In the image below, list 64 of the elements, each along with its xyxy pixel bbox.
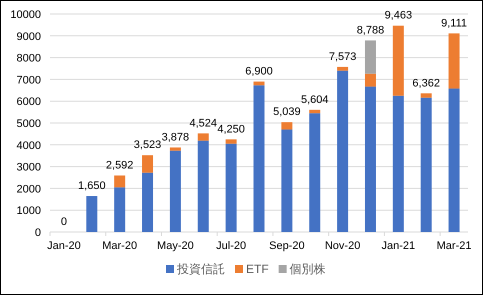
y-tick-label: 3000 [16,162,41,174]
bar [364,74,376,87]
legend-label: 投資信託 [176,262,225,276]
legend-label: ETF [246,262,269,276]
bar [170,147,181,151]
total-label: 5,039 [273,106,301,118]
bar [86,196,98,232]
x-tick-label: Jul-20 [216,240,246,252]
bar [254,85,264,232]
bar [420,98,432,232]
bar [364,40,376,74]
total-label: 6,362 [412,77,440,90]
y-tick-label: 10000 [10,9,41,21]
bar [142,172,154,232]
total-label: 4,524 [190,117,218,130]
x-tick-label: Jan-20 [47,240,81,252]
x-tick-label: Mar-21 [436,240,472,252]
bar [198,140,209,232]
bar [448,33,460,89]
total-label: 9,111 [441,17,468,30]
total-label: 6,900 [245,66,273,78]
bar [281,130,292,232]
x-tick-label: Sep-20 [269,240,305,252]
y-tick-label: 8000 [16,52,41,65]
x-tick-label: Nov-20 [324,240,360,252]
bar [337,66,348,71]
total-label: 2,592 [106,159,134,172]
y-tick-label: 1000 [16,205,41,218]
bar [337,70,348,232]
total-label: 0 [60,216,67,228]
total-label: 7,573 [328,50,356,63]
bar [114,175,126,188]
x-tick-label: Mar-20 [102,240,138,252]
bar [364,86,376,232]
total-label: 9,463 [384,10,412,22]
bar [448,88,460,232]
y-tick-label: 9000 [16,30,41,43]
y-tick-label: 6000 [16,96,41,108]
legend-label: 個別株 [290,262,326,276]
y-tick-label: 0 [34,227,41,239]
total-label: 3,878 [162,131,190,144]
bar [392,26,404,96]
total-label: 4,250 [217,123,245,136]
y-tick-label: 5000 [16,118,41,130]
bar [226,144,237,232]
total-label: 8,788 [356,24,384,36]
total-label: 5,604 [300,94,328,106]
y-tick-label: 4000 [16,140,41,152]
bar [198,133,209,141]
x-tick-label: May-20 [157,240,194,252]
bar [309,113,320,232]
bar [226,139,237,144]
y-tick-label: 7000 [16,74,41,86]
bar [392,96,404,232]
bar [114,187,126,232]
y-tick-label: 2000 [16,183,41,196]
bar [142,155,154,173]
total-label: 1,650 [78,180,106,192]
total-label: 3,523 [134,139,162,152]
bar [420,93,432,98]
bar [281,122,292,130]
x-tick-label: Jan-21 [382,240,416,252]
bar [170,150,181,232]
bar [254,82,264,86]
